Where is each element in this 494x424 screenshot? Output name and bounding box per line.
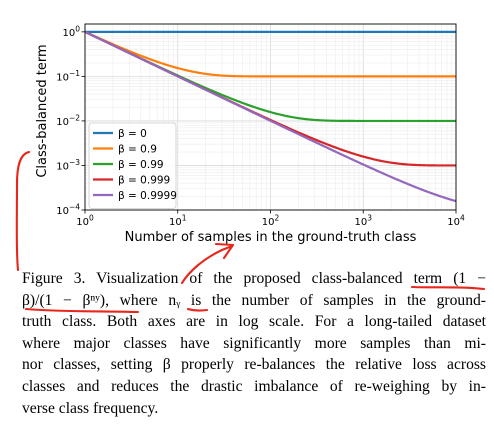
legend-label: β = 0: [118, 128, 147, 140]
caption-line: where major classes have significantly m…: [22, 334, 486, 352]
series-line: [84, 30, 457, 203]
x-tick-label: 101: [169, 214, 187, 229]
legend-label: β = 0.999: [118, 174, 170, 186]
annotation-left-bracket: [15, 150, 31, 272]
handwritten-annotations: [15, 150, 486, 314]
y-tick-label: 100: [62, 24, 80, 39]
legend-label: β = 0.99: [118, 159, 164, 171]
legend-box: [88, 122, 177, 209]
series-lines: [84, 30, 457, 203]
figure-caption: Figure 3. Visualization of the proposed …: [22, 268, 486, 419]
annotation-arrowhead: [214, 242, 235, 260]
annotation-underline-ny: [186, 307, 209, 312]
legend-label: β = 0.9: [118, 143, 157, 155]
legend-label: β = 0.9999: [118, 190, 177, 202]
x-tick-label: 103: [354, 214, 372, 229]
y-tick-label: 10−1: [56, 69, 80, 84]
x-tick-label: 102: [262, 214, 280, 229]
x-axis-label: Number of samples in the ground-truth cl…: [125, 230, 417, 245]
x-tick-label: 104: [447, 214, 465, 229]
axis-ticks: 100 101 102 103 104 100 10−1 10−2 10−3 10−4: [56, 24, 465, 228]
grid: [84, 24, 456, 211]
x-tick-label: 100: [76, 214, 94, 229]
caption-line: verse class frequency.: [22, 399, 159, 417]
caption-line: β)/(1 − βⁿʸ), where nᵧ is the number of …: [22, 291, 486, 309]
caption-line: Figure 3. Visualization of the proposed …: [22, 270, 486, 287]
caption-line: nor classes, setting β properly re-balan…: [22, 356, 486, 374]
annotation-arrow-line: [180, 244, 234, 285]
annotation-underline-formula: [24, 307, 140, 314]
legend: β = 0 β = 0.9 β = 0.99 β = 0.999 β = 0.9999: [88, 122, 177, 209]
series-line: [84, 30, 456, 78]
caption-line: truth class. Both axes are in log scale.…: [22, 313, 486, 331]
y-tick-label: 10−4: [56, 203, 80, 218]
y-tick-label: 10−2: [56, 113, 80, 128]
y-tick-label: 10−3: [56, 158, 80, 173]
annotation-underline-term: [410, 285, 486, 291]
y-axis-label: Class-balanced term: [35, 44, 50, 177]
caption-line: classes and reduces the drastic imbalanc…: [22, 377, 486, 395]
